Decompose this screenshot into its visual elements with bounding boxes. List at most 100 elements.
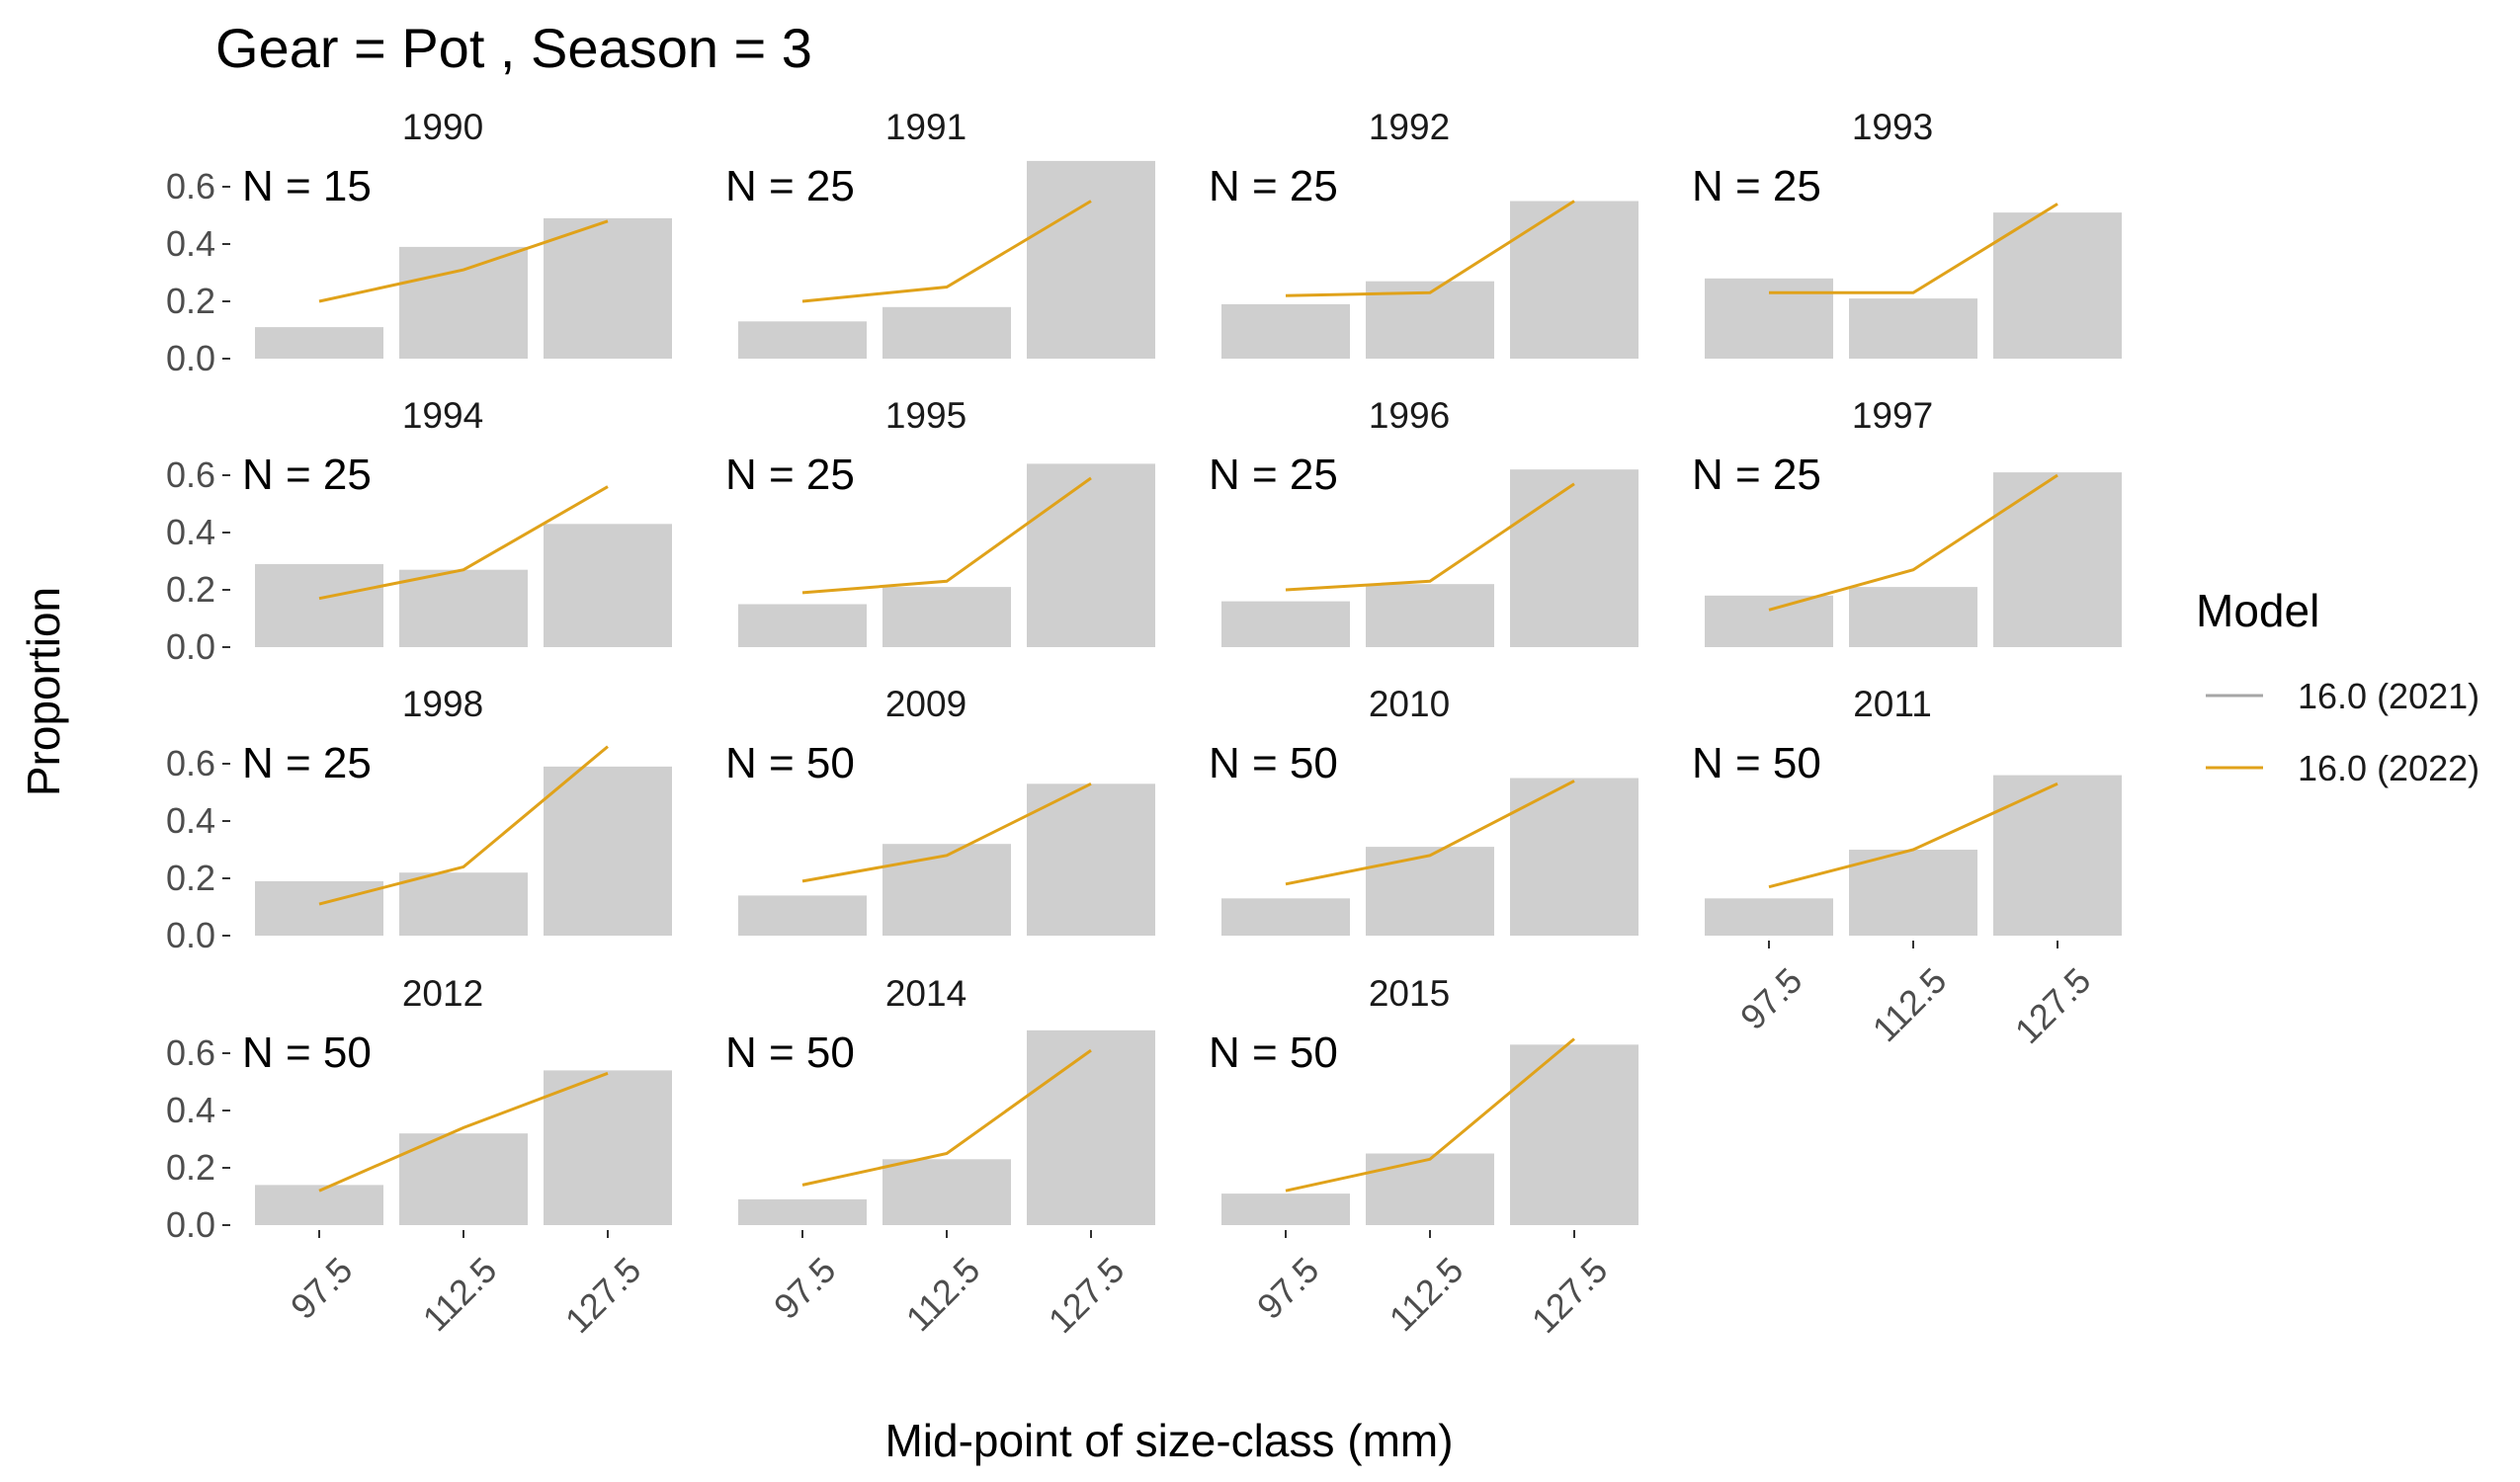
legend: Model 16.0 (2021) 16.0 (2022) — [2196, 585, 2479, 788]
n-label: N = 50 — [725, 739, 855, 787]
bar-97-5 — [255, 563, 383, 647]
facet-panels: 1990 N = 15 0.0 0.2 0.4 0.6 1991 N = 25 1992 N = … — [166, 107, 2122, 1341]
panel-1992: 1992 N = 25 — [1209, 107, 1638, 359]
bar-127-5 — [1027, 160, 1155, 359]
panel-1998: 1998 N = 25 0.0 0.2 0.4 0.6 — [166, 684, 672, 955]
x-tick-label: 112.5 — [415, 1249, 505, 1339]
y-tick-label: 0.4 — [166, 512, 215, 552]
panel-2014: 2014 N = 50 97.5 112.5 127.5 — [725, 973, 1155, 1341]
bar-112-5 — [882, 587, 1011, 647]
bar-97-5 — [1221, 1194, 1350, 1225]
panel-1996: 1996 N = 25 — [1209, 395, 1638, 647]
model-2022-line — [1285, 482, 1575, 592]
bar-97-5 — [738, 895, 867, 936]
model-2022-line — [1285, 200, 1575, 297]
model-2022-line — [801, 200, 1092, 303]
y-tick-label: 0.6 — [166, 454, 215, 495]
n-label: N = 25 — [725, 162, 855, 210]
model-2022-line — [801, 782, 1092, 883]
bar-127-5 — [1510, 201, 1638, 359]
model-2022-line — [1768, 782, 2058, 889]
bar-127-5 — [1993, 472, 2122, 647]
n-label: N = 50 — [1209, 739, 1338, 787]
model-2022-line — [801, 1048, 1092, 1187]
bar-112-5 — [882, 1159, 1011, 1225]
bar-112-5 — [399, 872, 528, 936]
panel-year-label: 1997 — [1852, 395, 1933, 436]
bar-97-5 — [1221, 601, 1350, 647]
bar-97-5 — [1705, 898, 1833, 936]
x-tick-label: 127.5 — [1041, 1249, 1133, 1341]
x-tick-label: 97.5 — [1249, 1249, 1327, 1327]
n-label: N = 25 — [1692, 162, 1821, 210]
bar-127-5 — [1993, 775, 2122, 936]
bar-112-5 — [1849, 850, 1977, 936]
panel-2009: 2009 N = 50 — [725, 684, 1155, 936]
panel-year-label: 1991 — [885, 107, 966, 147]
n-label: N = 25 — [1209, 451, 1338, 499]
n-label: N = 50 — [1209, 1029, 1338, 1077]
panel-2015: 2015 N = 50 97.5 112.5 127.5 — [1209, 973, 1638, 1341]
n-label: N = 25 — [1209, 162, 1338, 210]
panel-1993: 1993 N = 25 — [1692, 107, 2122, 359]
bar-97-5 — [738, 321, 867, 359]
legend-title: Model — [2196, 585, 2319, 636]
panel-year-label: 1990 — [402, 107, 483, 147]
n-label: N = 50 — [242, 1029, 372, 1077]
bar-127-5 — [544, 1070, 672, 1225]
y-tick-label: 0.0 — [166, 915, 215, 955]
bar-112-5 — [1849, 587, 1977, 647]
n-label: N = 50 — [725, 1029, 855, 1077]
x-tick-label: 97.5 — [283, 1249, 361, 1327]
legend-label-0: 16.0 (2021) — [2298, 676, 2479, 716]
bar-112-5 — [882, 844, 1011, 936]
y-tick-label: 0.6 — [166, 166, 215, 206]
y-tick-label: 0.2 — [166, 858, 215, 898]
n-label: N = 25 — [1692, 451, 1821, 499]
x-tick-label: 112.5 — [1382, 1249, 1471, 1339]
bar-112-5 — [882, 306, 1011, 359]
bar-127-5 — [1027, 1029, 1155, 1225]
model-2022-line — [1769, 203, 2058, 294]
bar-97-5 — [1705, 595, 1833, 647]
bar-97-5 — [255, 1185, 383, 1225]
bar-112-5 — [1366, 847, 1494, 936]
x-tick-label: 112.5 — [1865, 959, 1955, 1049]
x-tick-label: 97.5 — [766, 1249, 844, 1327]
bar-127-5 — [544, 524, 672, 647]
y-tick-label: 0.0 — [166, 338, 215, 378]
panel-year-label: 2011 — [1853, 684, 1932, 724]
n-label: N = 25 — [242, 451, 372, 499]
bar-112-5 — [399, 1133, 528, 1225]
panel-1991: 1991 N = 25 — [725, 107, 1155, 359]
y-tick-label: 0.2 — [166, 1147, 215, 1188]
bar-127-5 — [1027, 783, 1155, 936]
bar-112-5 — [399, 569, 528, 647]
y-tick-label: 0.6 — [166, 1032, 215, 1073]
panel-year-label: 1994 — [402, 395, 483, 436]
panel-year-label: 1995 — [885, 395, 966, 436]
n-label: N = 50 — [1692, 739, 1821, 787]
bar-127-5 — [1993, 212, 2122, 359]
n-label: N = 25 — [242, 739, 372, 787]
bar-97-5 — [1221, 303, 1350, 359]
panel-1994: 1994 N = 25 0.0 0.2 0.4 0.6 — [166, 395, 672, 667]
x-tick-label: 127.5 — [2007, 959, 2099, 1051]
x-tick-label: 112.5 — [898, 1249, 988, 1339]
panel-1990: 1990 N = 15 0.0 0.2 0.4 0.6 — [166, 107, 672, 378]
panel-year-label: 2009 — [885, 684, 966, 724]
bar-97-5 — [255, 880, 383, 936]
panel-year-label: 1992 — [1369, 107, 1450, 147]
panel-year-label: 2012 — [402, 973, 483, 1014]
bar-97-5 — [1705, 278, 1833, 359]
n-label: N = 25 — [725, 451, 855, 499]
bar-97-5 — [1221, 898, 1350, 936]
x-axis-title: Mid-point of size-class (mm) — [884, 1415, 1453, 1466]
model-2022-line — [318, 745, 609, 906]
bar-97-5 — [255, 327, 383, 359]
bar-127-5 — [544, 766, 672, 936]
x-tick-label: 97.5 — [1732, 959, 1810, 1037]
panel-year-label: 2010 — [1369, 684, 1450, 724]
y-axis-title: Proportion — [18, 587, 69, 796]
